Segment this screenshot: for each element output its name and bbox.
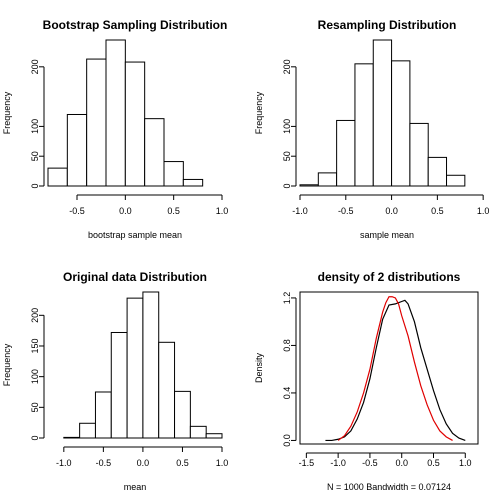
y-tick-label: 0.4: [282, 387, 292, 400]
density-line-2: [337, 296, 453, 441]
x-tick-label: 0.5: [167, 206, 180, 216]
y-tick-label: 200: [30, 59, 40, 74]
histogram-bar: [105, 39, 126, 187]
y-tick-label: 1.2: [282, 292, 292, 305]
y-tick-label: 0.0: [282, 434, 292, 447]
y-tick-label: 0: [30, 183, 40, 188]
x-axis-label: mean: [124, 482, 147, 492]
histogram-bar: [94, 391, 112, 439]
x-tick-label: -0.5: [96, 458, 112, 468]
x-tick-label: 0.0: [119, 206, 132, 216]
histogram-bar: [174, 390, 191, 439]
y-tick-label: 100: [30, 369, 40, 384]
y-axis-label: Density: [254, 352, 264, 383]
histogram-bar: [299, 184, 319, 187]
histogram-bar: [163, 161, 184, 187]
histogram-bar: [317, 172, 338, 187]
y-tick-label: 200: [30, 308, 40, 323]
histogram-bar: [142, 291, 160, 439]
histogram-bar: [182, 178, 204, 187]
chart-title: Original data Distribution: [63, 270, 207, 284]
y-tick-label: 0: [282, 183, 292, 188]
histogram-bar: [446, 174, 466, 187]
histogram-bar: [126, 297, 144, 439]
x-tick-label: 0.0: [137, 458, 150, 468]
x-tick-label: 1.0: [216, 458, 229, 468]
histogram-bar: [63, 436, 81, 439]
histogram-bar: [86, 58, 107, 187]
histogram-bar: [158, 341, 176, 439]
histogram-bar: [427, 156, 448, 187]
y-tick-label: 0: [30, 435, 40, 440]
histogram-bar: [336, 119, 356, 187]
x-tick-label: -1.0: [56, 458, 72, 468]
y-axis-label: Frequency: [2, 343, 12, 386]
histogram-bar: [391, 60, 411, 187]
y-tick-label: 100: [30, 119, 40, 134]
histogram-bar: [66, 113, 88, 187]
y-tick-label: 50: [282, 151, 292, 161]
y-tick-label: 200: [282, 59, 292, 74]
histogram-bar: [354, 63, 374, 187]
x-tick-label: -0.5: [362, 458, 378, 468]
histogram-bar: [372, 39, 393, 187]
x-tick-label: 0.0: [385, 206, 398, 216]
histogram-bar: [79, 422, 96, 439]
x-tick-label: -1.0: [292, 206, 308, 216]
histogram-bar: [110, 331, 128, 439]
x-tick-label: -1.0: [330, 458, 346, 468]
histogram-bar: [124, 61, 146, 187]
y-axis-label: Frequency: [2, 91, 12, 134]
histogram-bar: [189, 425, 207, 439]
x-axis-label: bootstrap sample mean: [88, 230, 182, 240]
x-tick-label: 0.5: [427, 458, 440, 468]
x-tick-label: -0.5: [338, 206, 354, 216]
plot-frame: [299, 291, 479, 445]
x-tick-label: 0.0: [395, 458, 408, 468]
chart-title: density of 2 distributions: [318, 270, 461, 284]
panel-4: density of 2 distributions N = 1000 Bandw…: [254, 270, 479, 492]
x-axis-label: sample mean: [360, 230, 414, 240]
histogram-bar: [205, 433, 223, 439]
y-tick-label: 50: [30, 151, 40, 161]
histogram-bar: [409, 122, 429, 187]
chart-title: Resampling Distribution: [318, 18, 457, 32]
x-tick-label: 0.5: [431, 206, 444, 216]
panel-1: Bootstrap Sampling Distribution bootstrap…: [2, 18, 228, 240]
histogram-bar: [144, 118, 165, 187]
chart-title: Bootstrap Sampling Distribution: [43, 18, 228, 32]
y-tick-label: 50: [30, 402, 40, 412]
x-axis-label: N = 1000 Bandwidth = 0.07124: [327, 482, 451, 492]
panel-3: Original data Distribution mean Frequency -…: [2, 270, 228, 492]
y-tick-label: 100: [282, 119, 292, 134]
x-tick-label: -1.5: [299, 458, 315, 468]
y-tick-label: 0.8: [282, 339, 292, 352]
x-tick-label: 1.0: [477, 206, 490, 216]
y-axis-label: Frequency: [254, 91, 264, 134]
histogram-bar: [47, 167, 68, 187]
y-tick-label: 150: [30, 338, 40, 353]
x-tick-label: 1.0: [459, 458, 472, 468]
density-line-1: [325, 299, 466, 442]
x-tick-label: -0.5: [69, 206, 85, 216]
x-tick-label: 0.5: [176, 458, 189, 468]
panel-2: Resampling Distribution sample mean Freque…: [254, 18, 489, 240]
x-tick-label: 1.0: [216, 206, 229, 216]
